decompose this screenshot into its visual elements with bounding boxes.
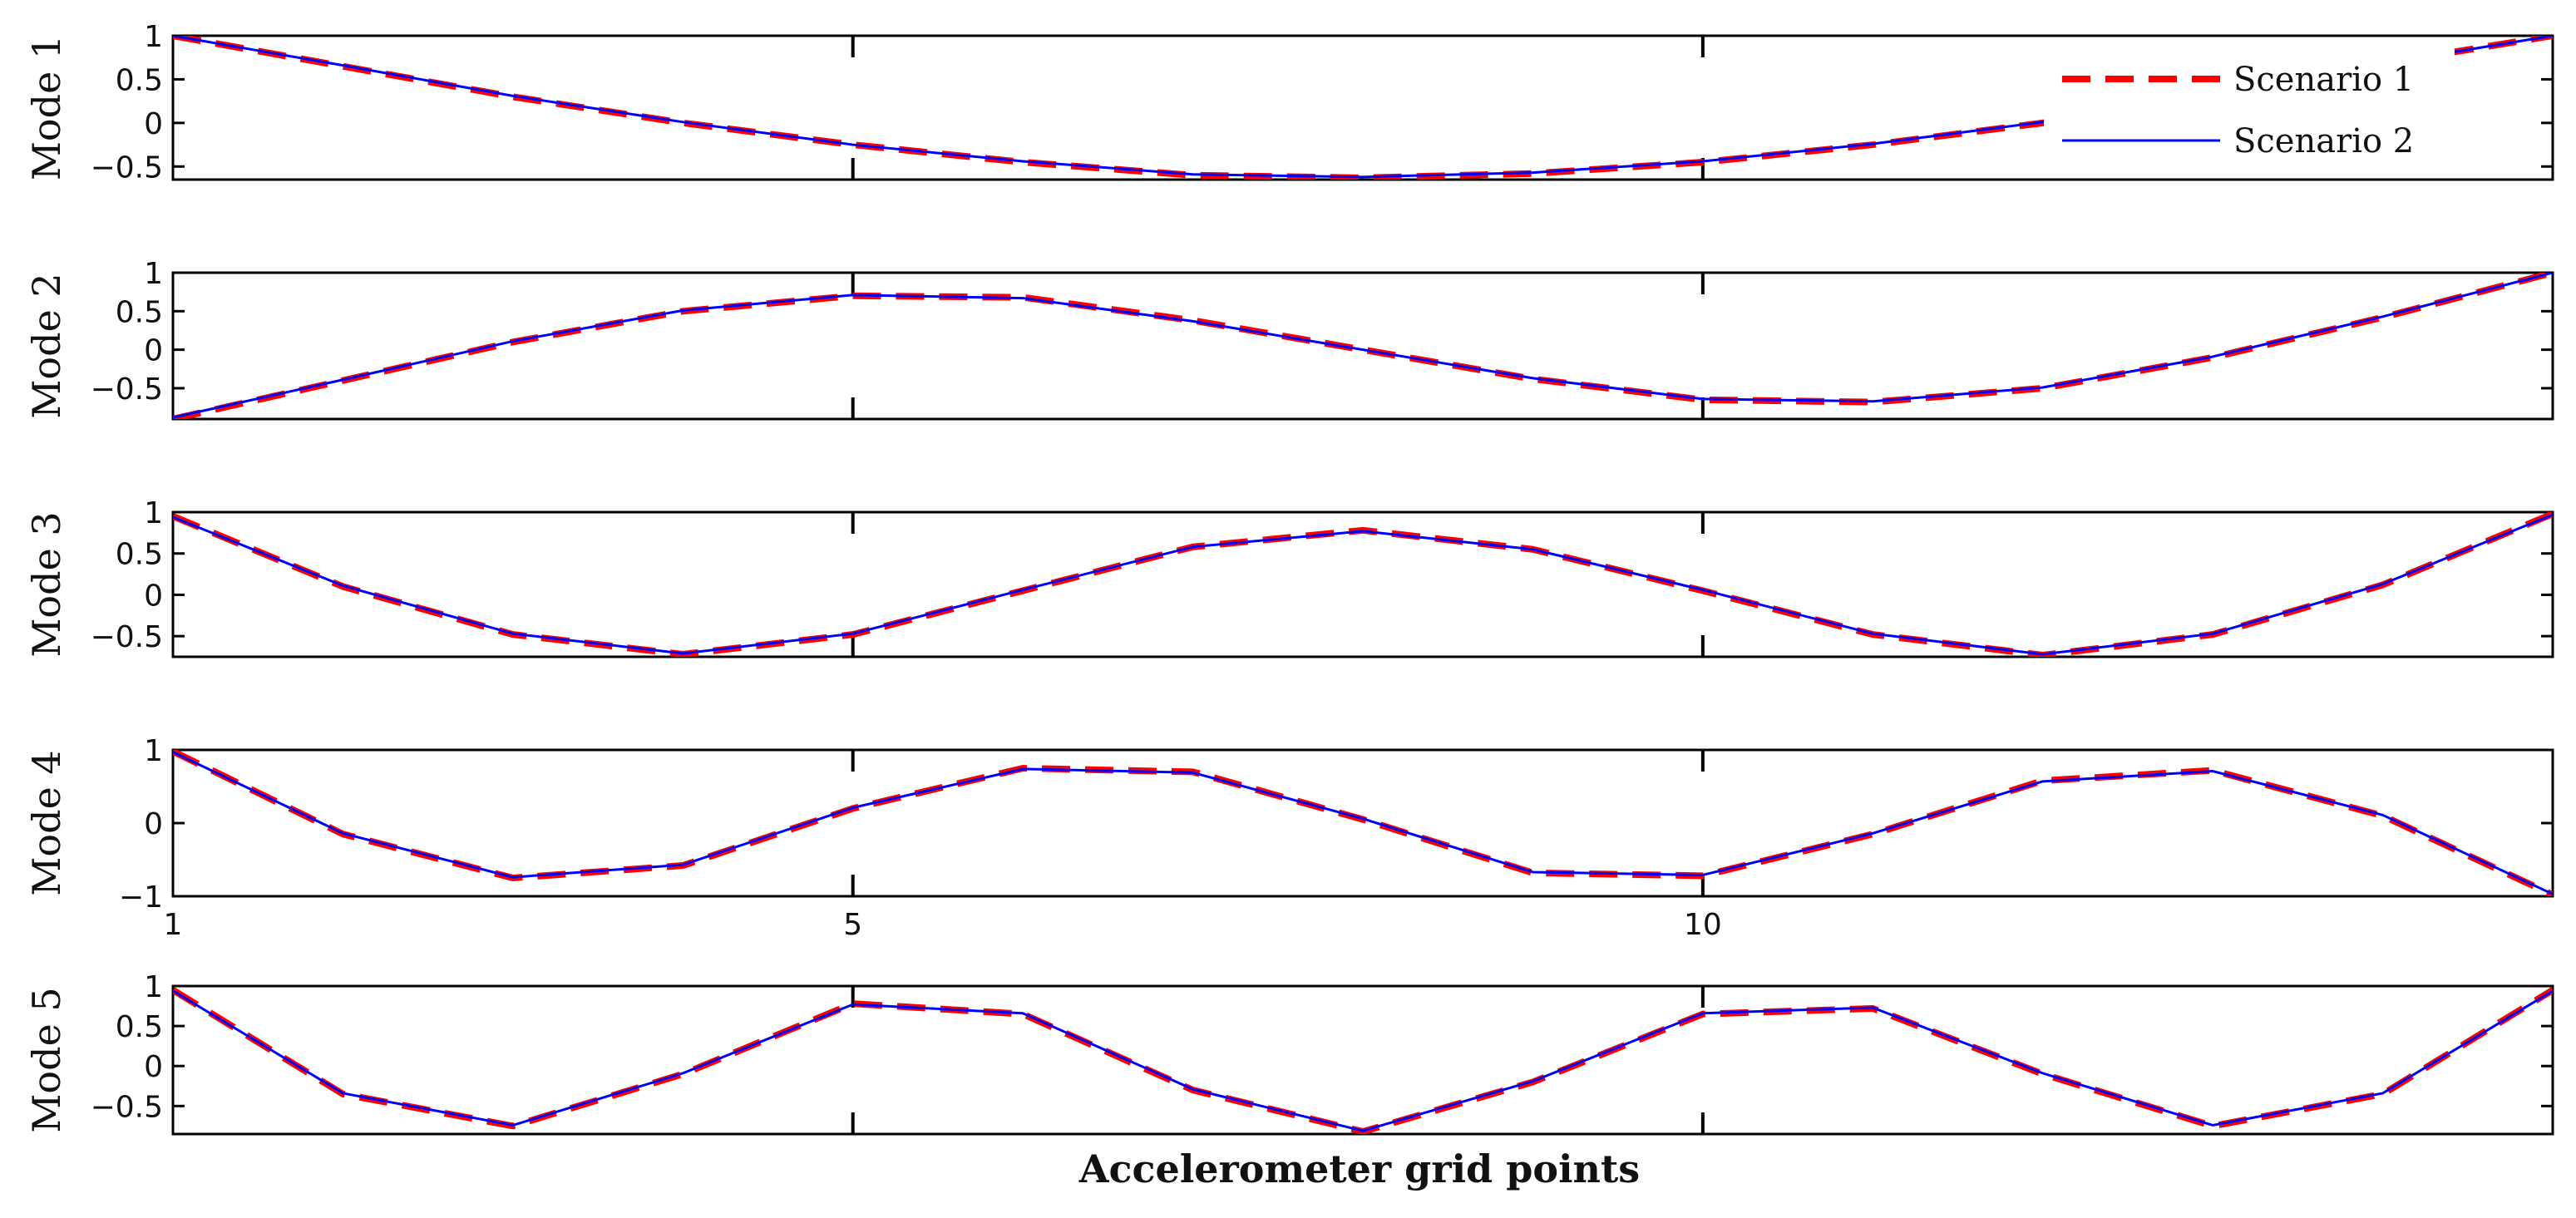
axes-box [171, 34, 2554, 181]
y-tick-label: 0 [144, 107, 163, 141]
y-tick-label: 0.5 [116, 295, 163, 329]
y-tick-label: 0 [144, 1050, 163, 1084]
legend-box [2044, 47, 2455, 172]
y-tick-label: 0.5 [116, 1010, 163, 1044]
axes-box [171, 271, 2554, 421]
series-group [173, 512, 2553, 657]
y-axis-label: Mode 5 [24, 987, 69, 1132]
legend-label: Scenario 1 [2233, 61, 2414, 99]
x-tick-label: 10 [1684, 908, 1722, 942]
y-axis-label: Mode 3 [24, 511, 69, 657]
y-axis-label: Mode 4 [24, 750, 69, 895]
axes-box [171, 510, 2554, 658]
y-tick-label: −0.5 [91, 620, 163, 654]
series-line-scenario-1 [173, 273, 2553, 419]
series-line-scenario-1 [173, 987, 2553, 1134]
x-tick-label: 5 [843, 908, 862, 942]
y-axis-label: Mode 2 [24, 273, 69, 418]
y-tick-label: 0.5 [116, 538, 163, 572]
y-tick-label: 1 [144, 970, 163, 1004]
legend: Scenario 1 Scenario 2 [2044, 47, 2455, 172]
series-line-scenario-2 [173, 989, 2553, 1132]
y-tick-label: −0.5 [91, 1090, 163, 1124]
subplot-mode-2: 1 0.5 0 −0.5 Mode 2 [24, 257, 2554, 421]
series-group [173, 750, 2553, 896]
series-line-scenario-2 [173, 513, 2553, 656]
x-axis-label: Accelerometer grid points [1078, 1146, 1640, 1191]
subplot-mode-3: 1 0.5 0 −0.5 Mode 3 [24, 496, 2554, 658]
y-tick-label: 1 [144, 257, 163, 291]
series-group [173, 273, 2553, 419]
y-tick-label: 0 [144, 334, 163, 368]
x-tick-label: 1 [164, 908, 183, 942]
y-tick-label: 0 [144, 579, 163, 613]
y-tick-label: −0.5 [91, 372, 163, 407]
legend-label: Scenario 2 [2233, 122, 2414, 160]
y-tick-label: −0.5 [91, 150, 163, 185]
axes-box [171, 984, 2554, 1136]
y-tick-label: 1 [144, 496, 163, 530]
y-tick-label: −1 [119, 880, 163, 915]
series-line-scenario-2 [173, 751, 2553, 895]
y-axis-label: Mode 1 [24, 35, 69, 180]
series-line-scenario-1 [173, 512, 2553, 657]
y-tick-label: 0.5 [116, 63, 163, 97]
subplot-mode-5: 1 0.5 0 −0.5 Mode 5 [24, 970, 2554, 1136]
subplots: 1 0.5 0 −0.5 Mode 1 1 0.5 0 −0.5 Mode 2 1 0.5 0 −0.5 M… [24, 20, 2554, 1136]
series-line-scenario-2 [173, 273, 2553, 419]
y-tick-label: 0 [144, 807, 163, 841]
y-tick-label: 1 [144, 734, 163, 768]
y-tick-label: 1 [144, 20, 163, 54]
series-group [173, 987, 2553, 1134]
